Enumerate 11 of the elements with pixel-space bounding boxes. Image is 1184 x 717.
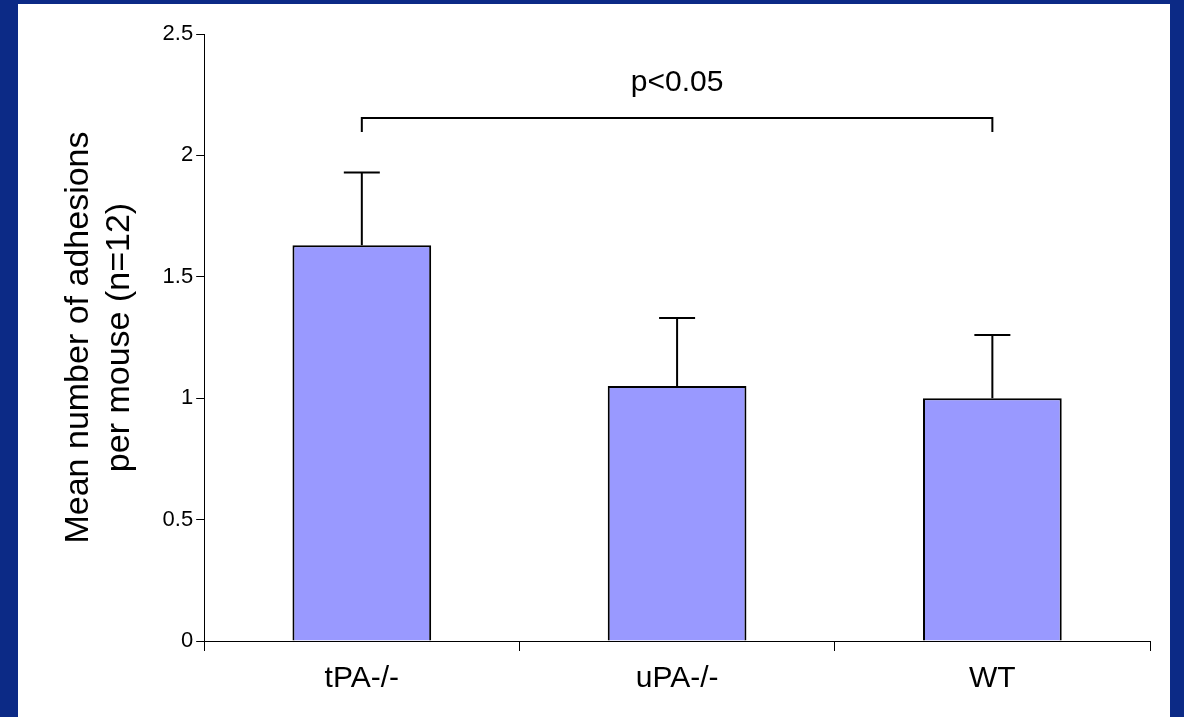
y-tick-label: 0.5	[162, 505, 194, 531]
x-tick-label: WT	[969, 660, 1016, 694]
y-tick-label: 0	[180, 627, 194, 653]
y-tick-label: 1	[180, 384, 194, 410]
x-tick-label: tPA-/-	[324, 660, 400, 694]
y-tick-label: 2.5	[162, 20, 194, 46]
y-tick-label: 1.5	[162, 262, 194, 288]
y-tick-label: 2	[180, 141, 194, 167]
annotation: p<0.05	[630, 64, 724, 98]
y-axis-title: Mean number of adhesions per mouse (n=12)	[56, 131, 136, 544]
x-tick-label: uPA-/-	[635, 660, 719, 694]
